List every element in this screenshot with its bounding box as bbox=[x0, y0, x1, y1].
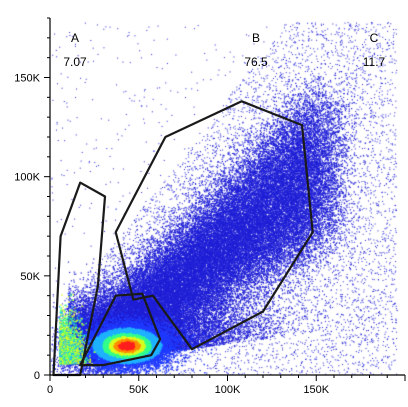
gate-b-value: 76.5 bbox=[244, 55, 268, 69]
y-tick-label: 100K bbox=[14, 172, 40, 184]
x-tick-label: 150K bbox=[303, 384, 329, 396]
x-tick-label: 100K bbox=[215, 384, 241, 396]
y-tick-label: 50K bbox=[20, 271, 40, 283]
gate-labels: A 7.07 B 76.5 C 11.7 bbox=[63, 31, 385, 69]
axes: 0 50K 100K 150K 0 50K 100K 150K bbox=[14, 17, 406, 396]
gate-a-name: A bbox=[71, 31, 79, 45]
y-tick-label: 150K bbox=[14, 73, 40, 85]
y-tick-label: 0 bbox=[34, 370, 40, 382]
gate-c-name: C bbox=[370, 31, 379, 45]
gate-c-value: 11.7 bbox=[363, 55, 386, 69]
gate-a-value: 7.07 bbox=[63, 55, 87, 69]
x-tick-label: 50K bbox=[129, 384, 149, 396]
gate-b-name: B bbox=[252, 31, 260, 45]
x-tick-label: 0 bbox=[47, 384, 53, 396]
gate-c-polygon[interactable] bbox=[79, 292, 162, 367]
